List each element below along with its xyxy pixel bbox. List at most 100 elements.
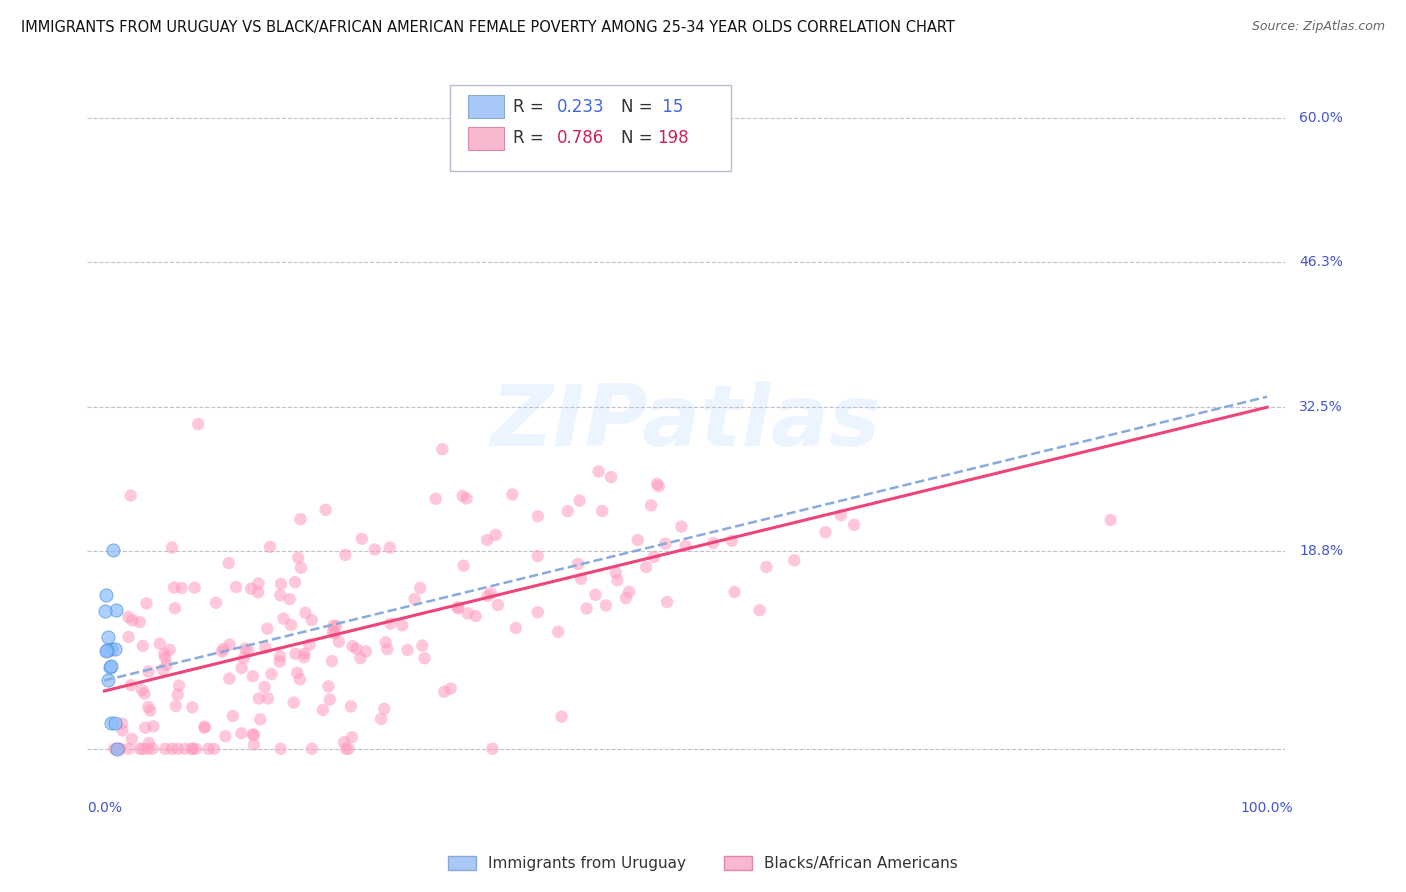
Text: R =: R = xyxy=(513,97,550,116)
Point xyxy=(225,580,247,594)
FancyBboxPatch shape xyxy=(468,127,503,150)
Point xyxy=(830,508,852,523)
Point xyxy=(447,601,470,615)
Point xyxy=(370,712,392,726)
Point xyxy=(212,642,235,657)
Point xyxy=(413,651,436,665)
Point xyxy=(194,720,217,734)
Point xyxy=(568,493,591,508)
Point xyxy=(181,741,204,756)
Point xyxy=(243,738,266,752)
Point xyxy=(105,603,128,617)
Text: ZIPatlas: ZIPatlas xyxy=(491,382,882,465)
Text: 0.786: 0.786 xyxy=(557,129,603,147)
Point xyxy=(606,573,628,587)
Point xyxy=(97,673,120,687)
Point xyxy=(280,618,302,632)
Point xyxy=(232,651,254,665)
Point xyxy=(411,639,433,653)
Point xyxy=(702,536,724,550)
Point xyxy=(643,549,665,564)
Point xyxy=(337,741,360,756)
Point xyxy=(547,624,569,639)
Point xyxy=(117,610,139,624)
Point xyxy=(105,741,128,756)
Point xyxy=(654,537,676,551)
Point xyxy=(96,643,118,657)
Point xyxy=(100,658,122,673)
Point xyxy=(270,741,292,756)
Text: 60.0%: 60.0% xyxy=(1299,112,1343,125)
Point xyxy=(527,509,550,524)
Point xyxy=(319,692,342,706)
Point xyxy=(479,586,502,600)
Point xyxy=(315,503,337,517)
Point xyxy=(269,649,291,664)
Point xyxy=(153,647,176,661)
Point xyxy=(505,621,527,635)
Point xyxy=(374,635,396,649)
Point xyxy=(170,581,193,595)
Point xyxy=(181,741,204,756)
Point xyxy=(748,603,770,617)
Point xyxy=(256,622,278,636)
Point xyxy=(322,619,344,633)
Point xyxy=(322,624,344,639)
Point xyxy=(242,727,264,741)
Point xyxy=(218,638,240,652)
Point xyxy=(755,560,778,574)
Point xyxy=(477,589,499,603)
Point xyxy=(318,679,340,693)
Point xyxy=(269,588,291,602)
Point xyxy=(569,572,592,586)
Point xyxy=(165,699,187,714)
Point xyxy=(321,654,343,668)
Text: IMMIGRANTS FROM URUGUAY VS BLACK/AFRICAN AMERICAN FEMALE POVERTY AMONG 25-34 YEA: IMMIGRANTS FROM URUGUAY VS BLACK/AFRICAN… xyxy=(21,20,955,35)
Point xyxy=(284,575,307,590)
Point xyxy=(174,741,197,756)
Point xyxy=(526,549,548,563)
Point xyxy=(152,663,174,677)
Point xyxy=(138,736,160,750)
Point xyxy=(160,741,183,756)
Point xyxy=(645,476,668,491)
Point xyxy=(131,683,153,698)
Point xyxy=(550,709,572,723)
Point xyxy=(100,716,122,731)
Text: 18.8%: 18.8% xyxy=(1299,544,1343,558)
Point xyxy=(260,667,283,681)
Point xyxy=(103,741,125,756)
Point xyxy=(290,512,312,526)
Point xyxy=(288,673,311,687)
Point xyxy=(294,606,316,620)
Point xyxy=(298,638,321,652)
Point xyxy=(349,651,371,665)
Point xyxy=(218,556,240,570)
Point xyxy=(340,730,363,744)
Point xyxy=(595,599,617,613)
Point xyxy=(134,721,156,735)
Point xyxy=(163,601,186,615)
Point xyxy=(243,728,266,742)
Point xyxy=(249,712,271,726)
Point xyxy=(233,641,256,656)
Point xyxy=(153,650,176,665)
Point xyxy=(501,487,523,501)
Point xyxy=(636,560,658,574)
Point xyxy=(617,584,640,599)
Text: 46.3%: 46.3% xyxy=(1299,255,1343,269)
Point xyxy=(409,581,432,595)
Point xyxy=(720,533,742,548)
Point xyxy=(166,688,188,702)
Point xyxy=(184,741,207,756)
Point xyxy=(240,582,263,596)
Text: 198: 198 xyxy=(657,129,689,147)
Point xyxy=(149,637,172,651)
Point xyxy=(627,533,650,547)
Point xyxy=(404,592,426,607)
Point xyxy=(456,491,478,506)
Point xyxy=(181,700,204,714)
Point xyxy=(247,585,270,599)
Point xyxy=(655,595,678,609)
Point xyxy=(723,585,745,599)
